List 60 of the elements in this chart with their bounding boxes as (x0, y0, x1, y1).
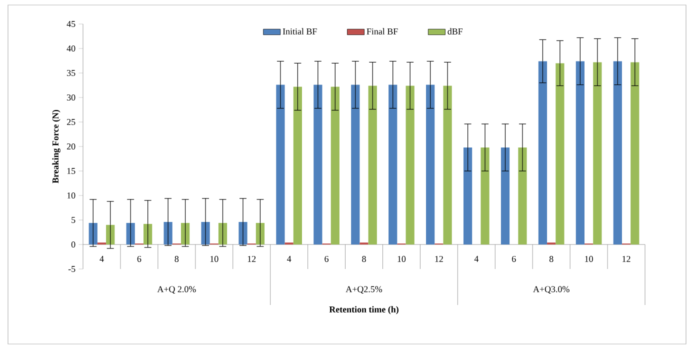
bar (518, 147, 527, 244)
x-tick-label: 6 (137, 256, 142, 262)
x-tick-label: 10 (585, 256, 593, 262)
y-tick-label: 35 (67, 70, 76, 76)
y-tick-label: 20 (66, 143, 76, 150)
x-tick-label: 8 (174, 256, 179, 262)
x-tick-label: 6 (324, 256, 329, 262)
bar (463, 147, 472, 244)
bar (256, 222, 265, 244)
bar (106, 224, 115, 244)
y-tick-label: -5 (68, 266, 76, 272)
y-tick-label: 10 (67, 192, 76, 199)
bar (593, 62, 602, 244)
bar (330, 86, 340, 244)
bar (293, 86, 302, 244)
bar (368, 86, 377, 244)
text: A+Q2.5% (346, 286, 382, 294)
bar (500, 147, 510, 244)
x-tick-label: 8 (549, 256, 554, 262)
bar (126, 222, 135, 244)
bar (576, 61, 584, 244)
legend-label: Initial BF (282, 28, 317, 34)
x-tick-label: 6 (512, 256, 516, 262)
bar (180, 222, 190, 244)
bar (480, 147, 490, 244)
y-axis-title: Breaking Force (N) (52, 110, 60, 184)
bar (630, 62, 640, 244)
x-tick-label: 4 (287, 256, 292, 262)
x-axis-title: Retention time (h) (329, 306, 398, 314)
text: A+Q3.0% (533, 286, 570, 294)
y-tick-label: 45 (66, 20, 76, 27)
x-tick-label: 4 (474, 256, 479, 262)
bar (144, 224, 152, 244)
y-tick-label: 15 (67, 168, 76, 174)
y-tick-label: 5 (72, 217, 76, 223)
x-tick-label: 10 (210, 256, 218, 262)
x-tick-label: 4 (100, 256, 104, 262)
x-tick-label: 8 (362, 256, 366, 262)
bar (426, 84, 435, 244)
y-tick-label: 40 (66, 45, 76, 52)
x-tick-label: 12 (248, 256, 256, 262)
bar (351, 84, 360, 244)
bar (443, 86, 452, 244)
bar (314, 84, 322, 244)
x-tick-label: 12 (622, 256, 630, 262)
y-tick-label: 30 (67, 94, 76, 101)
bar (556, 63, 564, 244)
legend-label: dBF (448, 28, 463, 34)
y-tick-label: 25 (66, 118, 76, 126)
bar (613, 61, 622, 244)
bar (406, 86, 414, 244)
x-tick-label: 12 (435, 256, 443, 262)
text: A+Q 2.0% (157, 286, 196, 294)
y-tick-label: 0 (71, 241, 76, 248)
legend-label: Final BF (366, 28, 398, 34)
bar (276, 84, 285, 244)
x-tick-label: 10 (398, 256, 406, 262)
bar (538, 61, 548, 244)
bar (388, 84, 398, 244)
bar (88, 222, 98, 244)
